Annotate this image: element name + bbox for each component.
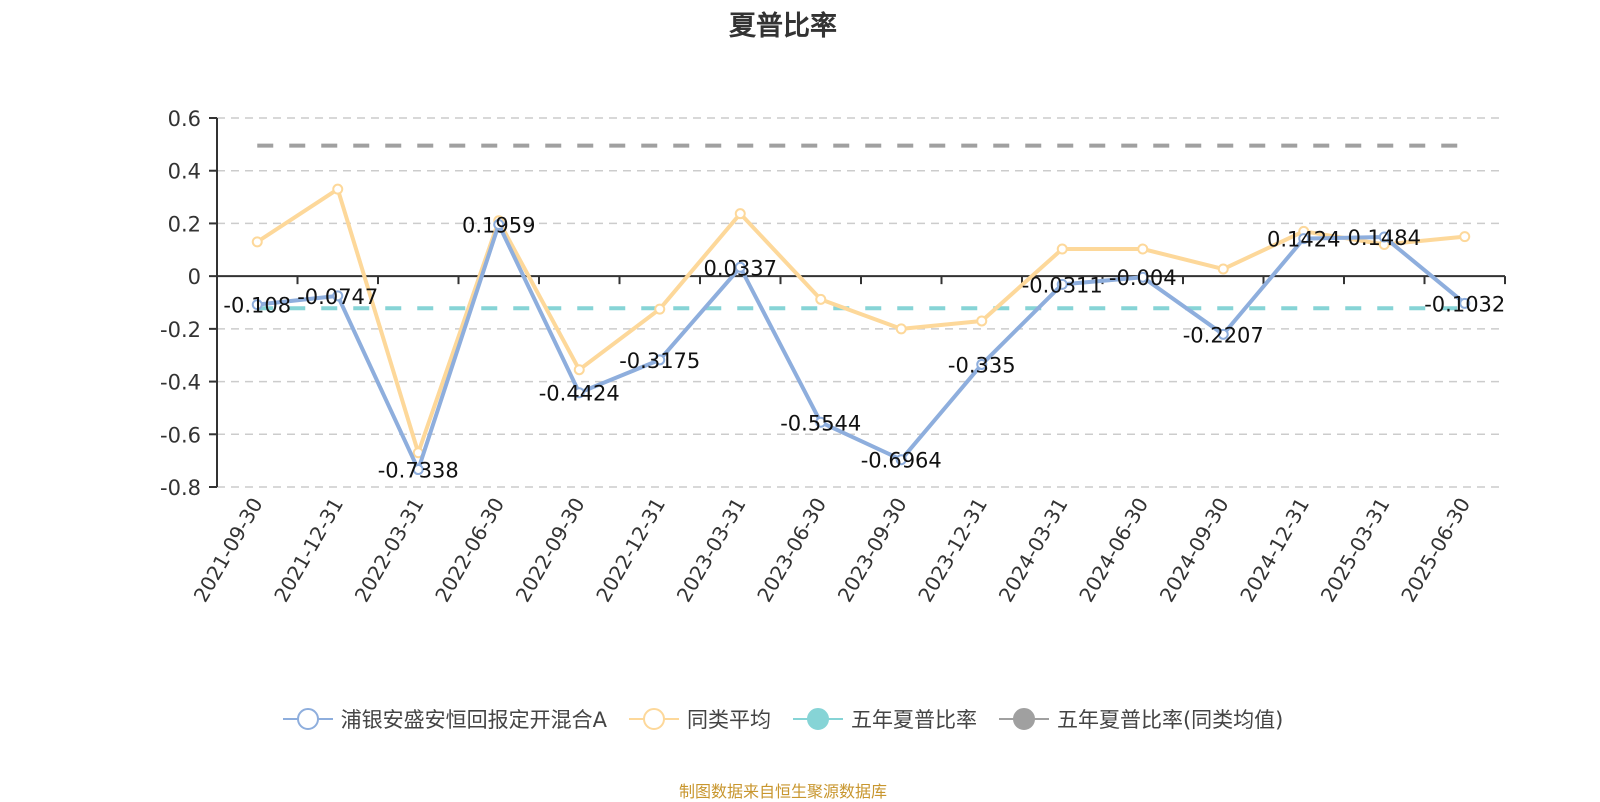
x-tick-label: 2022-09-30 <box>511 494 590 607</box>
data-label: 0.1484 <box>1348 226 1421 250</box>
data-labels: -0.108 -0.0747 -0.7338 0.1959 -0.4424 -0.3175… <box>223 214 1505 483</box>
data-point <box>815 416 827 428</box>
data-point <box>1137 243 1149 255</box>
legend-item[interactable]: 五年夏普比率 <box>792 704 977 734</box>
y-tick-label: 0.2 <box>168 212 201 236</box>
legend-label: 五年夏普比率 <box>850 708 977 732</box>
legend: 浦银安盛安恒回报定开混合A 同类平均 五年夏普比率 五年夏普比率(同类均值) <box>0 704 1566 734</box>
x-tick-label: 2024-03-31 <box>994 494 1073 607</box>
data-point <box>1459 297 1471 309</box>
data-point <box>895 323 907 335</box>
data-point <box>1459 231 1471 243</box>
hollow-circle-icon <box>282 708 333 730</box>
y-tick-label: -0.2 <box>160 318 201 342</box>
x-tick-label: 2023-06-30 <box>752 494 831 607</box>
data-label: 0.1424 <box>1267 228 1340 252</box>
x-tick-label: 2025-03-31 <box>1316 494 1395 607</box>
y-tick-label: 0 <box>188 265 201 289</box>
data-point <box>895 454 907 466</box>
data-point <box>1217 328 1229 340</box>
data-label: -0.5544 <box>780 411 861 435</box>
data-point <box>734 261 746 273</box>
x-tick-label: 2024-12-31 <box>1235 494 1314 607</box>
x-tick-label: 2021-09-30 <box>189 494 268 607</box>
hollow-circle-icon <box>628 708 679 730</box>
data-point <box>976 315 988 327</box>
data-label: -0.004 <box>1109 266 1177 290</box>
legend-label: 五年夏普比率(同类均值) <box>1056 708 1284 732</box>
data-point <box>332 183 344 195</box>
data-point <box>573 387 585 399</box>
chart-title: 夏普比率 <box>729 11 837 42</box>
y-tick-label: -0.6 <box>160 423 201 447</box>
data-point <box>332 290 344 302</box>
data-point <box>1137 271 1149 283</box>
data-label: -0.4424 <box>539 382 620 406</box>
data-point <box>251 236 263 248</box>
data-point <box>573 364 585 376</box>
x-tick-label: 2021-12-31 <box>269 494 348 607</box>
x-tick-label: 2023-09-30 <box>833 494 912 607</box>
data-label: 0.1959 <box>462 214 535 238</box>
data-label: -0.0311 <box>1022 273 1103 297</box>
filled-circle-icon <box>998 708 1049 730</box>
series-line <box>257 222 1467 472</box>
legend-item[interactable]: 五年夏普比率(同类均值) <box>998 704 1284 734</box>
data-point <box>654 303 666 315</box>
source-note: 制图数据来自恒生聚源数据库 <box>678 782 887 801</box>
data-point <box>815 293 827 305</box>
legend-item[interactable]: 同类平均 <box>628 704 771 734</box>
x-tick-label: 2024-09-30 <box>1155 494 1234 607</box>
data-label: 0.0337 <box>704 256 777 280</box>
data-point <box>734 208 746 220</box>
data-label: -0.6964 <box>861 449 942 473</box>
x-tick-label: 2022-12-31 <box>591 494 670 607</box>
data-label: -0.1032 <box>1424 292 1505 316</box>
legend-label: 同类平均 <box>686 708 771 732</box>
data-label: -0.108 <box>223 294 291 318</box>
x-tick-label: 2023-03-31 <box>672 494 751 607</box>
data-point <box>1056 278 1068 290</box>
y-tick-label: -0.4 <box>160 371 201 395</box>
legend-item[interactable]: 浦银安盛安恒回报定开混合A <box>282 704 607 734</box>
series-lines <box>251 143 1471 476</box>
data-point <box>976 358 988 370</box>
series-line <box>256 187 1465 455</box>
x-tick-label: 2025-06-30 <box>1396 494 1475 607</box>
data-point <box>412 464 424 476</box>
data-point <box>1217 263 1229 275</box>
data-label: -0.3175 <box>619 349 700 373</box>
data-label: -0.7338 <box>378 459 459 483</box>
data-point <box>1298 233 1310 245</box>
data-point <box>251 299 263 311</box>
filled-circle-icon <box>792 708 843 730</box>
legend-label: 浦银安盛安恒回报定开混合A <box>340 708 607 732</box>
data-label: -0.2207 <box>1183 323 1264 347</box>
x-tick-label: 2022-03-31 <box>350 494 429 607</box>
x-tick-label: 2023-12-31 <box>913 494 992 607</box>
y-tick-label: 0.4 <box>168 160 201 184</box>
y-tick-label: 0.6 <box>168 107 201 131</box>
x-tick-label: 2022-06-30 <box>430 494 509 607</box>
data-point <box>654 354 666 366</box>
data-point <box>493 219 505 231</box>
data-point <box>1378 231 1390 243</box>
y-tick-label: -0.8 <box>160 476 201 500</box>
data-label: -0.0747 <box>297 285 378 309</box>
data-label: -0.335 <box>948 353 1016 377</box>
data-point <box>1056 243 1068 255</box>
x-tick-label: 2024-06-30 <box>1074 494 1153 607</box>
